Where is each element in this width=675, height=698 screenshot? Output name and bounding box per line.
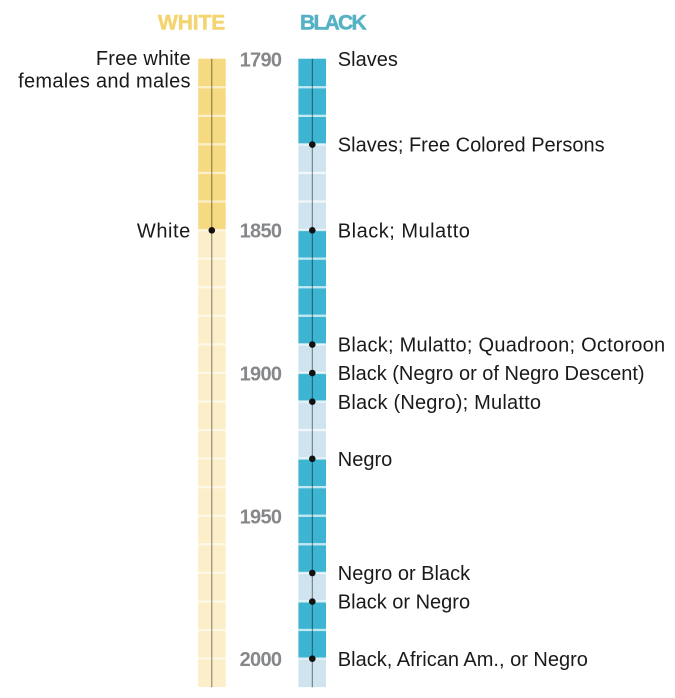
svg-text:Negro: Negro — [338, 449, 392, 471]
svg-text:1850: 1850 — [240, 221, 282, 243]
svg-text:Black; Mulatto; Quadroon; Octo: Black; Mulatto; Quadroon; Octoroon — [338, 335, 666, 357]
svg-text:1950: 1950 — [240, 506, 282, 528]
svg-text:Black (Negro); Mulatto: Black (Negro); Mulatto — [338, 392, 541, 414]
svg-text:Black or Negro: Black or Negro — [338, 592, 470, 614]
svg-text:2000: 2000 — [240, 649, 282, 671]
svg-text:females and males: females and males — [18, 71, 191, 93]
svg-text:Negro or Black: Negro or Black — [338, 563, 471, 585]
svg-text:Black; Mulatto: Black; Mulatto — [338, 220, 471, 242]
svg-text:Black (Negro or of Negro Desce: Black (Negro or of Negro Descent) — [338, 363, 645, 385]
svg-text:Slaves: Slaves — [338, 49, 398, 71]
svg-text:Slaves; Free Colored Persons: Slaves; Free Colored Persons — [338, 135, 605, 157]
svg-text:Free white: Free white — [96, 48, 191, 70]
svg-text:1900: 1900 — [240, 364, 282, 386]
svg-text:BLACK: BLACK — [300, 12, 367, 35]
svg-text:1790: 1790 — [240, 49, 282, 71]
svg-text:Black, African Am., or Negro: Black, African Am., or Negro — [338, 649, 588, 671]
svg-text:White: White — [137, 220, 191, 242]
svg-text:WHITE: WHITE — [158, 12, 225, 35]
